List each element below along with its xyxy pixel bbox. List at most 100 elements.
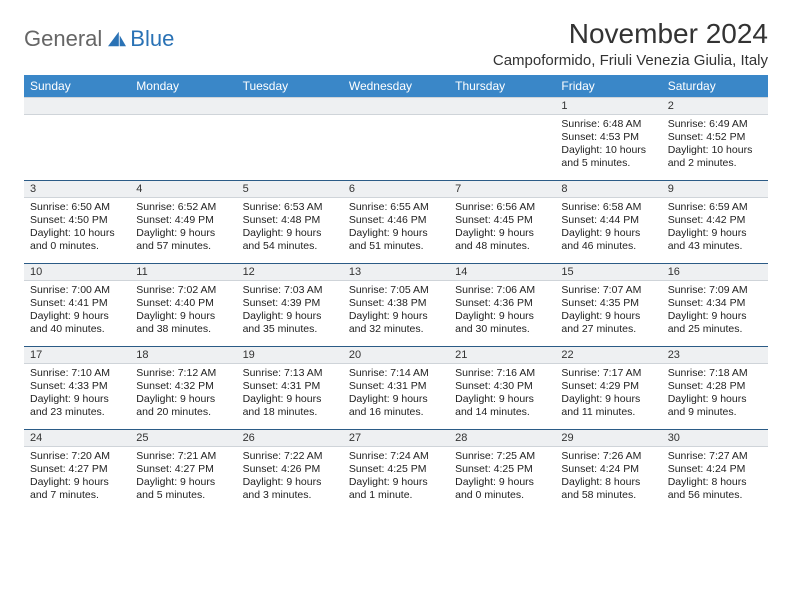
sunrise-text: Sunrise: 6:56 AM bbox=[455, 201, 549, 214]
daynum-cell: 30 bbox=[662, 430, 768, 447]
sunset-text: Sunset: 4:41 PM bbox=[30, 297, 124, 310]
sunrise-text: Sunrise: 7:22 AM bbox=[243, 450, 337, 463]
sunset-text: Sunset: 4:31 PM bbox=[349, 380, 443, 393]
dow-wednesday: Wednesday bbox=[343, 75, 449, 98]
day-cell: Sunrise: 6:48 AMSunset: 4:53 PMDaylight:… bbox=[555, 115, 661, 181]
sunset-text: Sunset: 4:32 PM bbox=[136, 380, 230, 393]
dow-sunday: Sunday bbox=[24, 75, 130, 98]
month-title: November 2024 bbox=[493, 18, 768, 50]
sunset-text: Sunset: 4:48 PM bbox=[243, 214, 337, 227]
sunrise-text: Sunrise: 6:58 AM bbox=[561, 201, 655, 214]
week-1-content: Sunrise: 6:50 AMSunset: 4:50 PMDaylight:… bbox=[24, 198, 768, 264]
sunrise-text: Sunrise: 7:26 AM bbox=[561, 450, 655, 463]
sunset-text: Sunset: 4:42 PM bbox=[668, 214, 762, 227]
day-cell bbox=[237, 115, 343, 181]
daylight-text: Daylight: 8 hours and 58 minutes. bbox=[561, 476, 655, 502]
calendar-table: SundayMondayTuesdayWednesdayThursdayFrid… bbox=[24, 75, 768, 513]
sunrise-text: Sunrise: 7:07 AM bbox=[561, 284, 655, 297]
daynum-cell: 7 bbox=[449, 181, 555, 198]
sunset-text: Sunset: 4:52 PM bbox=[668, 131, 762, 144]
sunrise-text: Sunrise: 7:24 AM bbox=[349, 450, 443, 463]
logo-text-blue: Blue bbox=[130, 26, 174, 52]
sunset-text: Sunset: 4:26 PM bbox=[243, 463, 337, 476]
sunrise-text: Sunrise: 6:48 AM bbox=[561, 118, 655, 131]
day-cell: Sunrise: 7:14 AMSunset: 4:31 PMDaylight:… bbox=[343, 364, 449, 430]
sunset-text: Sunset: 4:27 PM bbox=[30, 463, 124, 476]
sunset-text: Sunset: 4:34 PM bbox=[668, 297, 762, 310]
logo: General Blue bbox=[24, 26, 174, 52]
dow-saturday: Saturday bbox=[662, 75, 768, 98]
sunrise-text: Sunrise: 7:09 AM bbox=[668, 284, 762, 297]
daynum-cell: 4 bbox=[130, 181, 236, 198]
day-cell: Sunrise: 7:26 AMSunset: 4:24 PMDaylight:… bbox=[555, 447, 661, 513]
week-3-content: Sunrise: 7:10 AMSunset: 4:33 PMDaylight:… bbox=[24, 364, 768, 430]
daynum-cell: 14 bbox=[449, 264, 555, 281]
day-cell: Sunrise: 7:13 AMSunset: 4:31 PMDaylight:… bbox=[237, 364, 343, 430]
daylight-text: Daylight: 9 hours and 11 minutes. bbox=[561, 393, 655, 419]
day-cell: Sunrise: 7:21 AMSunset: 4:27 PMDaylight:… bbox=[130, 447, 236, 513]
daylight-text: Daylight: 9 hours and 57 minutes. bbox=[136, 227, 230, 253]
daynum-cell: 24 bbox=[24, 430, 130, 447]
sunset-text: Sunset: 4:44 PM bbox=[561, 214, 655, 227]
daylight-text: Daylight: 9 hours and 3 minutes. bbox=[243, 476, 337, 502]
sunset-text: Sunset: 4:39 PM bbox=[243, 297, 337, 310]
sunset-text: Sunset: 4:28 PM bbox=[668, 380, 762, 393]
day-cell: Sunrise: 7:12 AMSunset: 4:32 PMDaylight:… bbox=[130, 364, 236, 430]
daynum-cell: 25 bbox=[130, 430, 236, 447]
daynum-cell: 17 bbox=[24, 347, 130, 364]
day-cell: Sunrise: 7:10 AMSunset: 4:33 PMDaylight:… bbox=[24, 364, 130, 430]
sunrise-text: Sunrise: 7:12 AM bbox=[136, 367, 230, 380]
daynum-cell: 2 bbox=[662, 98, 768, 115]
day-cell: Sunrise: 6:49 AMSunset: 4:52 PMDaylight:… bbox=[662, 115, 768, 181]
day-cell: Sunrise: 6:53 AMSunset: 4:48 PMDaylight:… bbox=[237, 198, 343, 264]
dow-thursday: Thursday bbox=[449, 75, 555, 98]
dow-friday: Friday bbox=[555, 75, 661, 98]
sunset-text: Sunset: 4:53 PM bbox=[561, 131, 655, 144]
sunrise-text: Sunrise: 7:05 AM bbox=[349, 284, 443, 297]
daylight-text: Daylight: 9 hours and 16 minutes. bbox=[349, 393, 443, 419]
sunrise-text: Sunrise: 6:50 AM bbox=[30, 201, 124, 214]
sunrise-text: Sunrise: 7:06 AM bbox=[455, 284, 549, 297]
sunset-text: Sunset: 4:50 PM bbox=[30, 214, 124, 227]
sunset-text: Sunset: 4:46 PM bbox=[349, 214, 443, 227]
daynum-cell: 18 bbox=[130, 347, 236, 364]
day-cell bbox=[24, 115, 130, 181]
daynum-cell: 29 bbox=[555, 430, 661, 447]
daynum-cell bbox=[24, 98, 130, 115]
week-1-daynums: 3456789 bbox=[24, 181, 768, 198]
week-4-content: Sunrise: 7:20 AMSunset: 4:27 PMDaylight:… bbox=[24, 447, 768, 513]
sunset-text: Sunset: 4:38 PM bbox=[349, 297, 443, 310]
day-cell: Sunrise: 7:07 AMSunset: 4:35 PMDaylight:… bbox=[555, 281, 661, 347]
daynum-cell: 1 bbox=[555, 98, 661, 115]
daynum-cell: 8 bbox=[555, 181, 661, 198]
daynum-cell: 15 bbox=[555, 264, 661, 281]
daylight-text: Daylight: 9 hours and 23 minutes. bbox=[30, 393, 124, 419]
day-cell: Sunrise: 7:05 AMSunset: 4:38 PMDaylight:… bbox=[343, 281, 449, 347]
sunset-text: Sunset: 4:24 PM bbox=[668, 463, 762, 476]
daylight-text: Daylight: 9 hours and 27 minutes. bbox=[561, 310, 655, 336]
daynum-cell bbox=[237, 98, 343, 115]
sunrise-text: Sunrise: 7:16 AM bbox=[455, 367, 549, 380]
week-2-daynums: 10111213141516 bbox=[24, 264, 768, 281]
daynum-cell: 5 bbox=[237, 181, 343, 198]
daynum-cell: 13 bbox=[343, 264, 449, 281]
daynum-cell bbox=[449, 98, 555, 115]
sunset-text: Sunset: 4:30 PM bbox=[455, 380, 549, 393]
sunrise-text: Sunrise: 6:59 AM bbox=[668, 201, 762, 214]
logo-text-general: General bbox=[24, 26, 102, 52]
daylight-text: Daylight: 9 hours and 0 minutes. bbox=[455, 476, 549, 502]
day-cell: Sunrise: 7:09 AMSunset: 4:34 PMDaylight:… bbox=[662, 281, 768, 347]
day-cell bbox=[449, 115, 555, 181]
daynum-cell: 10 bbox=[24, 264, 130, 281]
daynum-cell: 20 bbox=[343, 347, 449, 364]
daylight-text: Daylight: 10 hours and 0 minutes. bbox=[30, 227, 124, 253]
sunset-text: Sunset: 4:33 PM bbox=[30, 380, 124, 393]
sunrise-text: Sunrise: 6:55 AM bbox=[349, 201, 443, 214]
week-4-daynums: 24252627282930 bbox=[24, 430, 768, 447]
day-cell: Sunrise: 6:58 AMSunset: 4:44 PMDaylight:… bbox=[555, 198, 661, 264]
day-cell: Sunrise: 7:18 AMSunset: 4:28 PMDaylight:… bbox=[662, 364, 768, 430]
title-block: November 2024 Campoformido, Friuli Venez… bbox=[493, 18, 768, 69]
sunset-text: Sunset: 4:31 PM bbox=[243, 380, 337, 393]
day-cell: Sunrise: 7:02 AMSunset: 4:40 PMDaylight:… bbox=[130, 281, 236, 347]
sunrise-text: Sunrise: 7:25 AM bbox=[455, 450, 549, 463]
